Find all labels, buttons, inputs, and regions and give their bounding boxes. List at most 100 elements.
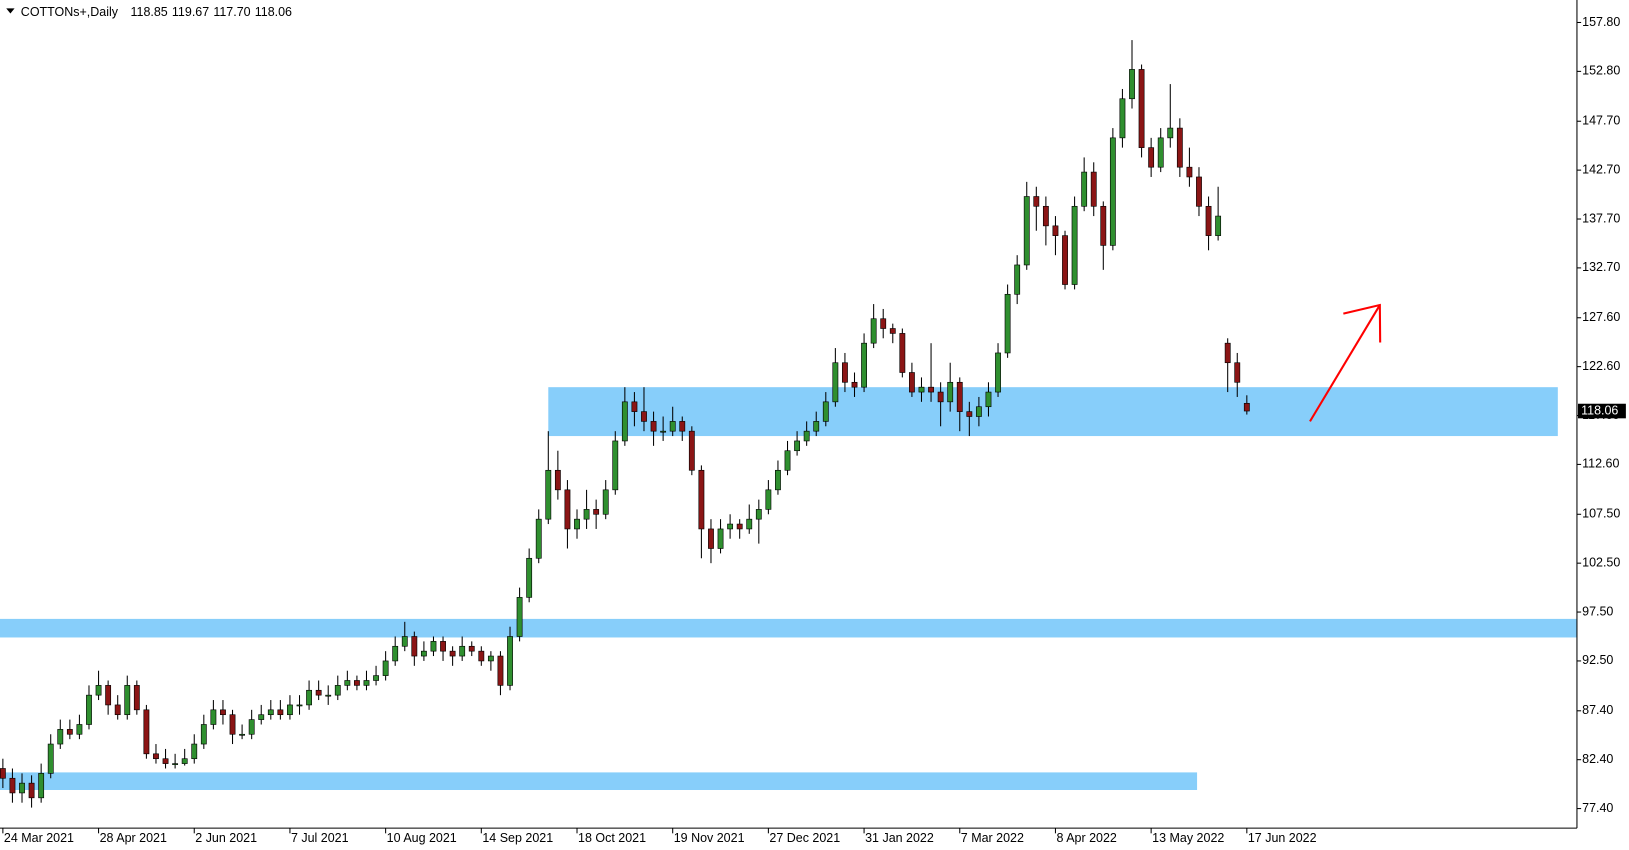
candle-body (861, 342, 867, 388)
candle-body (47, 743, 54, 774)
header-value: 119.67 (172, 5, 209, 19)
candle-body (698, 469, 705, 530)
x-tick-label: 31 Jan 2022 (865, 831, 934, 845)
candle-body (401, 636, 408, 647)
x-tick-label: 19 Nov 2021 (674, 831, 745, 845)
candle-body (248, 719, 255, 735)
x-tick-label: 18 Oct 2021 (578, 831, 646, 845)
y-tick-label: 77.40 (1582, 801, 1613, 815)
candle-body (258, 714, 265, 720)
candle-body (76, 724, 83, 735)
candle-body (909, 372, 915, 393)
candle-body (641, 411, 647, 422)
candle-body (583, 509, 590, 520)
y-tick-label: 152.80 (1582, 64, 1620, 78)
candle-body (1234, 362, 1241, 383)
x-tick-label: 14 Sep 2021 (482, 831, 553, 845)
last-price-label: 118.06 (1581, 403, 1618, 417)
header-value: 118.06 (255, 5, 292, 19)
candle-body (937, 391, 944, 403)
x-tick-label: 7 Jul 2021 (291, 831, 349, 845)
candle-body (755, 509, 762, 520)
candle-body (765, 489, 772, 510)
y-tick-label: 107.50 (1582, 507, 1620, 521)
x-tick-label: 28 Apr 2021 (100, 831, 167, 845)
arrow-shaft (1309, 304, 1381, 422)
x-tick-label: 10 Aug 2021 (387, 831, 457, 845)
candle-body (736, 523, 743, 530)
candle-body (851, 381, 858, 388)
header-value: 117.70 (213, 5, 250, 19)
candle-body (239, 733, 246, 736)
candle-body (229, 714, 236, 735)
candle-body (995, 352, 1001, 393)
candle-body (497, 655, 504, 686)
candle-body (267, 709, 274, 716)
candle-body (1100, 205, 1107, 246)
y-tick-label: 92.50 (1582, 653, 1613, 667)
candle-body (516, 597, 523, 637)
candle-body (344, 680, 351, 686)
candle-body (449, 650, 456, 657)
x-tick-label: 2 Jun 2021 (195, 831, 257, 845)
candle-body (1119, 98, 1126, 139)
candle-body (899, 333, 906, 373)
header: COTTONs+,Daily 118.85 119.67 117.70 118.06 (6, 5, 292, 19)
candle-body (813, 421, 820, 432)
x-tick-label: 27 Dec 2021 (769, 831, 840, 845)
candle-body (172, 763, 179, 765)
candle-body (114, 704, 121, 716)
last-price-box (1577, 403, 1626, 419)
candle-body (669, 421, 676, 432)
candle-body (794, 440, 801, 452)
x-tick-label: 13 May 2022 (1152, 831, 1224, 845)
candle-body (717, 528, 724, 549)
candle-body (1148, 147, 1155, 168)
x-tick-label: 8 Apr 2022 (1056, 831, 1116, 845)
candle-body (1196, 176, 1202, 207)
candle-body (650, 421, 657, 432)
candle-body (708, 528, 714, 549)
candle-body (956, 381, 963, 412)
candle-body (325, 694, 332, 697)
candle-body (1033, 196, 1040, 207)
candle-body (38, 773, 45, 799)
candle-body (420, 650, 427, 657)
candle-body (975, 406, 982, 417)
zones (0, 387, 1577, 790)
candle-body (775, 469, 781, 491)
candle-body (880, 318, 887, 329)
candle-body (602, 489, 609, 515)
candle-body (440, 641, 446, 652)
candle-body (220, 709, 226, 716)
candle-body (1167, 127, 1174, 139)
candle-body (95, 685, 102, 696)
symbol-title: COTTONs+,Daily (21, 5, 119, 19)
candle-body (1109, 137, 1116, 246)
y-tick-label: 127.60 (1582, 310, 1620, 324)
candle-body (1071, 205, 1078, 285)
y-tick-label: 147.70 (1582, 114, 1620, 128)
y-tick-label: 97.50 (1582, 604, 1613, 618)
candle-body (928, 386, 934, 393)
candle-body (966, 411, 973, 417)
candle-body (784, 450, 791, 471)
candle-body (985, 391, 992, 408)
candle-body (287, 704, 293, 716)
candle-body (1138, 69, 1145, 148)
candle-body (1176, 127, 1183, 168)
candle-body (621, 401, 628, 442)
candle-body (478, 650, 485, 662)
candle-body (612, 440, 619, 491)
y-tick-label: 122.60 (1582, 359, 1620, 373)
y-tick-label: 82.40 (1582, 752, 1613, 766)
candle-body (306, 689, 312, 706)
candle-body (507, 636, 513, 686)
candle-body (66, 729, 73, 735)
candle-body (57, 729, 64, 745)
y-tick-label: 112.60 (1582, 457, 1619, 471)
candle-body (526, 557, 533, 598)
x-tick-label: 17 Jun 2022 (1248, 831, 1317, 845)
